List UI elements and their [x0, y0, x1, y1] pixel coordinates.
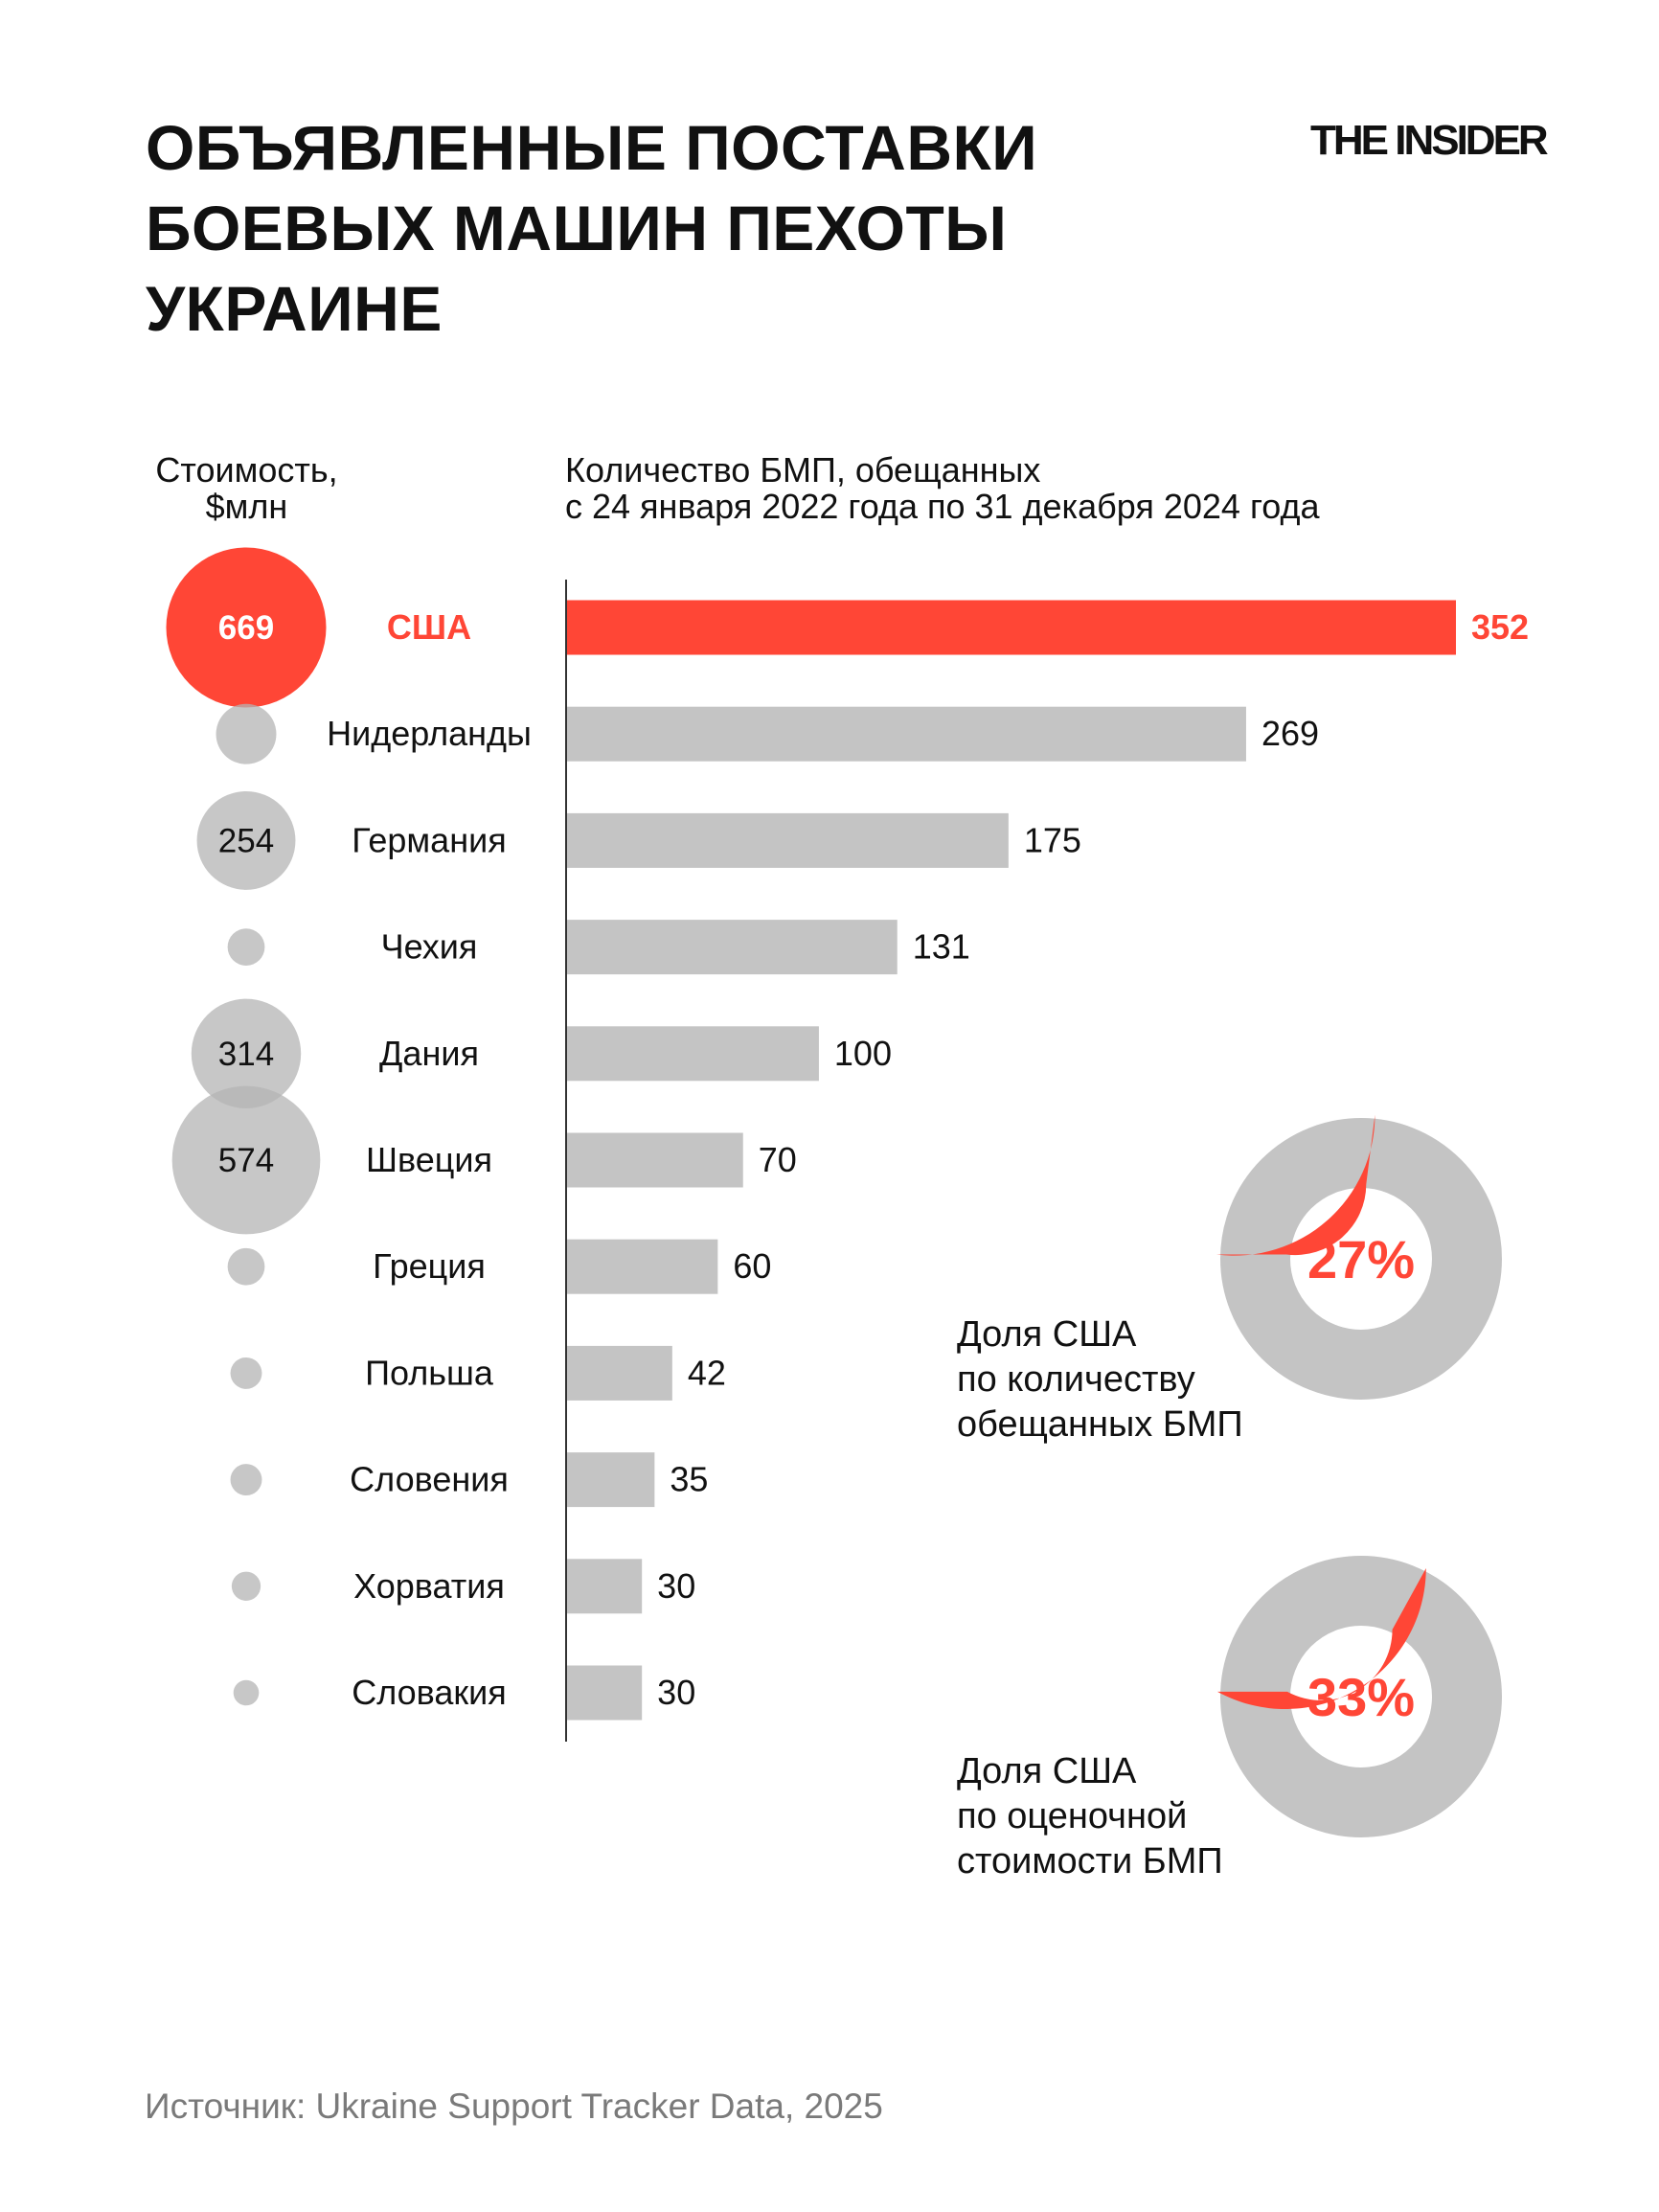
page-title: ОБЪЯВЛЕННЫЕ ПОСТАВКИ БОЕВЫХ МАШИН ПЕХОТЫ… [146, 107, 1199, 349]
bar-value-label: 100 [834, 1034, 892, 1073]
title-line: БОЕВЫХ МАШИН ПЕХОТЫ [146, 193, 1008, 263]
bar [566, 1239, 718, 1294]
bar-value-label: 60 [733, 1246, 771, 1286]
donut-cost-label: Доля США по оценочной стоимости БМП [957, 1749, 1223, 1884]
country-label: США [387, 607, 471, 647]
donut-label-line: по количеству [957, 1359, 1195, 1400]
country-label: Словения [350, 1460, 509, 1499]
bar-value-label: 70 [759, 1140, 797, 1179]
donut-percent-label: 27% [1307, 1229, 1415, 1289]
cost-bubble [171, 1085, 321, 1235]
cost-label: 254 [218, 822, 274, 859]
bar [566, 600, 1456, 655]
donut-highlight-segment [1216, 1114, 1375, 1256]
cost-label: 314 [218, 1036, 274, 1073]
bar [566, 1132, 743, 1188]
bar-value-label: 42 [688, 1353, 726, 1392]
country-label: Греция [373, 1246, 486, 1286]
country-label: Словакия [352, 1673, 507, 1712]
title-line: УКРАИНЕ [146, 273, 443, 344]
country-label: Польша [365, 1353, 494, 1392]
country-label: Хорватия [353, 1566, 505, 1606]
bar [566, 1452, 655, 1508]
cost-label: 669 [218, 609, 274, 647]
count-header-line: Количество БМП, обещанных [565, 450, 1041, 490]
cost-bubble [230, 1464, 262, 1496]
bar [566, 706, 1246, 762]
donut-count-label: Доля США по количеству обещанных БМП [957, 1312, 1243, 1448]
bar-value-label: 30 [657, 1673, 695, 1712]
bar [566, 920, 898, 975]
bar-value-label: 175 [1024, 820, 1081, 859]
donut-label-line: Доля США [957, 1314, 1137, 1355]
bar-value-label: 30 [657, 1566, 695, 1606]
cost-bubble [227, 928, 265, 966]
country-label: Швеция [366, 1140, 492, 1179]
source-note: Источник: Ukraine Support Tracker Data, … [145, 2087, 883, 2126]
cost-label: 574 [218, 1142, 274, 1179]
country-label: Дания [379, 1034, 479, 1073]
bar-value-label: 35 [670, 1460, 708, 1499]
cost-bubble [166, 547, 327, 708]
donut-ring [1220, 1118, 1502, 1400]
count-header-line: с 24 января 2022 года по 31 декабря 2024… [565, 487, 1320, 526]
donut-highlight-segment [1216, 1568, 1426, 1710]
bar [566, 812, 1009, 868]
cost-header: Стоимость, $млн [144, 452, 350, 525]
cost-bubble [216, 703, 277, 764]
country-label: Германия [352, 820, 506, 859]
country-label: Нидерланды [327, 714, 532, 753]
cost-bubble [227, 1247, 265, 1286]
donut-label-line: обещанных БМП [957, 1404, 1243, 1445]
cost-bubble [191, 998, 302, 1109]
cost-header-line: $млн [205, 487, 288, 526]
bar-value-label: 269 [1261, 714, 1319, 753]
title-line: ОБЪЯВЛЕННЫЕ ПОСТАВКИ [146, 112, 1038, 183]
bar [566, 1559, 643, 1614]
bar-value-label: 352 [1471, 607, 1529, 647]
cost-bubble [196, 790, 296, 890]
donut-label-line: Доля США [957, 1751, 1137, 1791]
cost-bubble [233, 1679, 260, 1706]
bar-value-label: 131 [913, 927, 970, 967]
bar [566, 1345, 672, 1401]
donut-label-line: по оценочной [957, 1796, 1188, 1836]
country-label: Чехия [381, 927, 478, 967]
bar [566, 1026, 819, 1082]
cost-bubble [231, 1571, 261, 1601]
count-header: Количество БМП, обещанных с 24 января 20… [565, 452, 1320, 525]
donut-percent-label: 33% [1307, 1667, 1415, 1727]
donut-label-line: стоимости БМП [957, 1841, 1223, 1881]
cost-header-line: Стоимость, [155, 450, 338, 490]
bar [566, 1665, 643, 1721]
the-insider-logo: THE INSIDER [1310, 117, 1549, 164]
cost-bubble [230, 1357, 262, 1389]
